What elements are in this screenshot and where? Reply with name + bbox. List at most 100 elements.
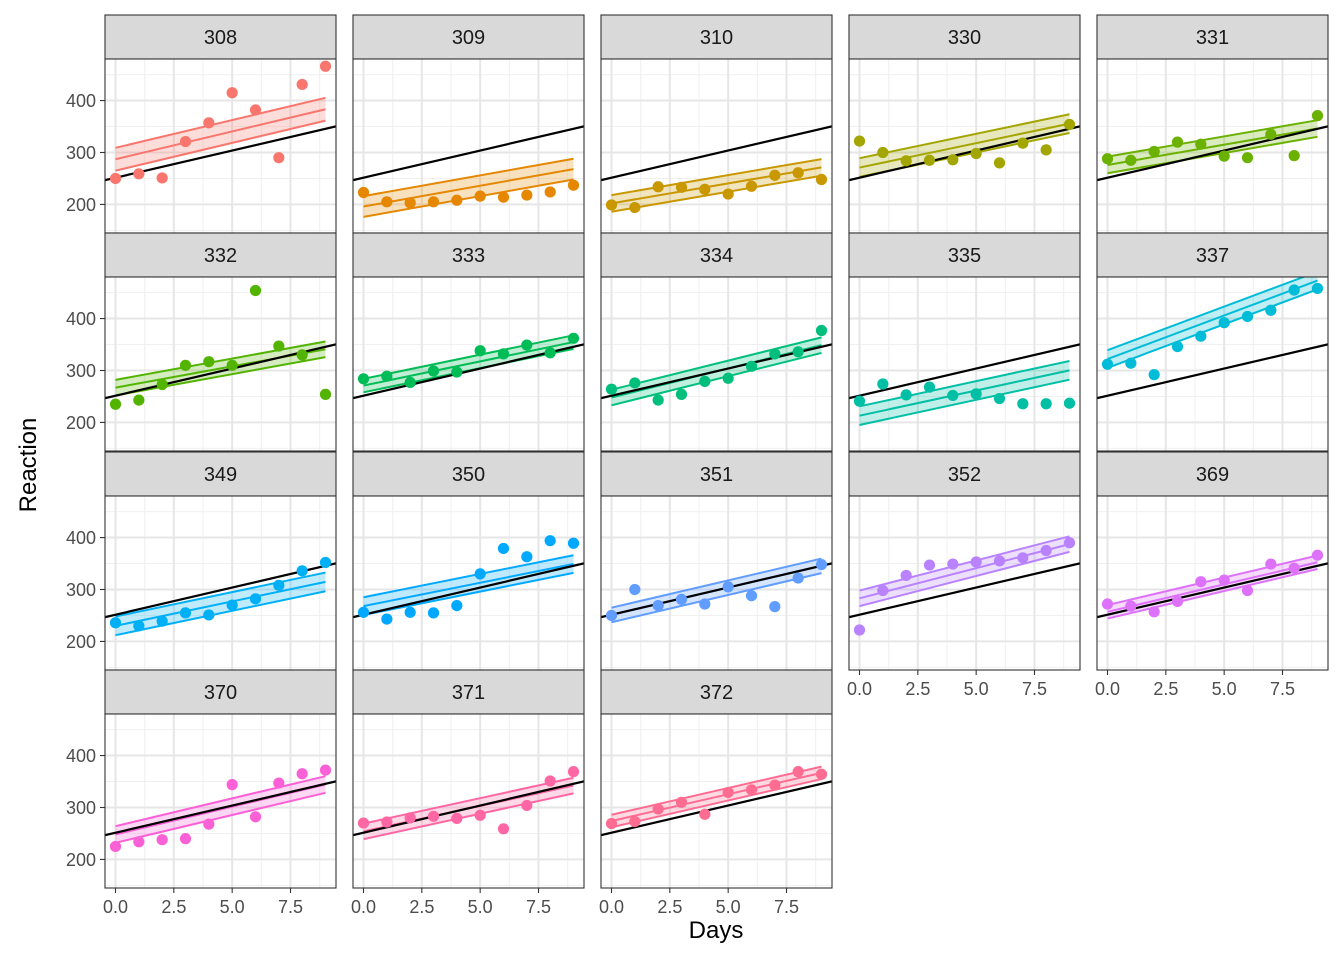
data-point [1288, 562, 1300, 574]
data-point [629, 815, 641, 828]
x-tick-label: 7.5 [774, 897, 799, 917]
fit-line [363, 168, 574, 208]
facet-strip-label: 330 [948, 27, 981, 49]
data-point [745, 360, 758, 372]
band-edge-line [363, 792, 574, 841]
data-point [521, 551, 533, 563]
x-tick-label: 2.5 [1153, 679, 1178, 699]
fit-line [1107, 127, 1318, 166]
band-edge-line [363, 178, 574, 218]
x-tick-label: 0.0 [103, 897, 128, 917]
facet-panel-369: 369 0.0 2.5 5.0 7.5 [1095, 451, 1329, 699]
data-point [1311, 282, 1324, 295]
data-point [923, 559, 936, 571]
data-point [203, 609, 215, 621]
data-point [319, 764, 332, 776]
data-point [1218, 574, 1230, 586]
data-point [722, 372, 734, 384]
data-point [675, 181, 688, 193]
gridlines [353, 59, 584, 233]
fit-line [1107, 561, 1318, 613]
data-point [745, 784, 758, 796]
data-point [567, 332, 580, 344]
data-point [970, 556, 982, 568]
fit-line [859, 122, 1070, 169]
data-point [357, 186, 370, 199]
data-point [133, 620, 145, 632]
data-point [1101, 598, 1114, 610]
data-point [451, 599, 463, 612]
data-point [179, 833, 192, 845]
data-point [203, 818, 215, 830]
data-point [745, 180, 758, 192]
data-point [675, 593, 688, 605]
data-point [1040, 398, 1052, 410]
band-edge-line [115, 775, 326, 828]
fit-line [115, 108, 326, 161]
population-line [849, 562, 1080, 619]
fit-line [611, 771, 822, 822]
data-point [877, 378, 889, 390]
facet-strip [352, 232, 585, 278]
data-point [404, 606, 416, 618]
facet-panel-371: 371 0.0 2.5 5.0 7.5 [351, 669, 585, 917]
gridlines [1097, 277, 1328, 451]
data-layer [105, 764, 336, 853]
data-point [474, 809, 486, 821]
facet-panel-337: 337 [1096, 232, 1329, 452]
band-edge-line [859, 535, 1070, 592]
x-tick-label: 0.0 [1095, 679, 1120, 699]
data-point [1125, 154, 1137, 166]
data-point [133, 836, 145, 848]
data-point [497, 823, 510, 835]
panel-border [1096, 495, 1329, 671]
facet-strip-label: 332 [204, 245, 237, 267]
y-tick-label: 200 [66, 850, 96, 870]
band-edge-line [859, 360, 1070, 408]
facet-panel-349: 349 200 300 400 [66, 451, 337, 671]
facet-strip [848, 14, 1081, 60]
data-point [815, 558, 828, 571]
data-point [357, 817, 370, 829]
data-point [675, 796, 688, 808]
data-point [1288, 150, 1300, 162]
data-point [273, 579, 285, 591]
facet-panel-308: 308 200 300 400 [66, 14, 337, 234]
data-point [769, 601, 781, 613]
population-line [1097, 343, 1328, 400]
facet-strip-label: 350 [452, 464, 485, 486]
band-edge-line [611, 572, 822, 624]
band-edge-line [363, 776, 574, 825]
x-axis-title: Days [689, 917, 744, 944]
facet-panel-352: 352 0.0 2.5 5.0 7.5 [847, 451, 1081, 699]
data-point [792, 766, 804, 778]
data-layer [1097, 110, 1328, 182]
panel-border [104, 713, 337, 889]
population-line [849, 343, 1080, 400]
facet-strip [104, 232, 337, 278]
data-point [722, 188, 734, 200]
data-point [474, 568, 486, 580]
data-point [381, 613, 393, 625]
data-point [567, 537, 580, 549]
data-point [605, 199, 618, 211]
data-layer [1097, 549, 1328, 620]
facet-panel-334: 334 [600, 232, 833, 452]
facet-strip [104, 14, 337, 60]
data-point [1241, 584, 1254, 597]
data-point [1063, 397, 1076, 409]
data-point [521, 339, 533, 351]
data-point [319, 556, 332, 569]
data-point [1265, 558, 1277, 570]
data-point [179, 359, 192, 371]
band-edge-line [115, 119, 326, 172]
data-point [947, 154, 959, 166]
data-point [427, 810, 440, 822]
band-edge-line [363, 157, 574, 198]
facet-panel-331: 331 [1096, 14, 1329, 234]
x-tick-label: 2.5 [905, 679, 930, 699]
facet-strip-label: 310 [700, 27, 733, 49]
data-point [1218, 150, 1230, 162]
facet-panel-310: 310 [600, 14, 833, 234]
data-point [652, 181, 664, 193]
